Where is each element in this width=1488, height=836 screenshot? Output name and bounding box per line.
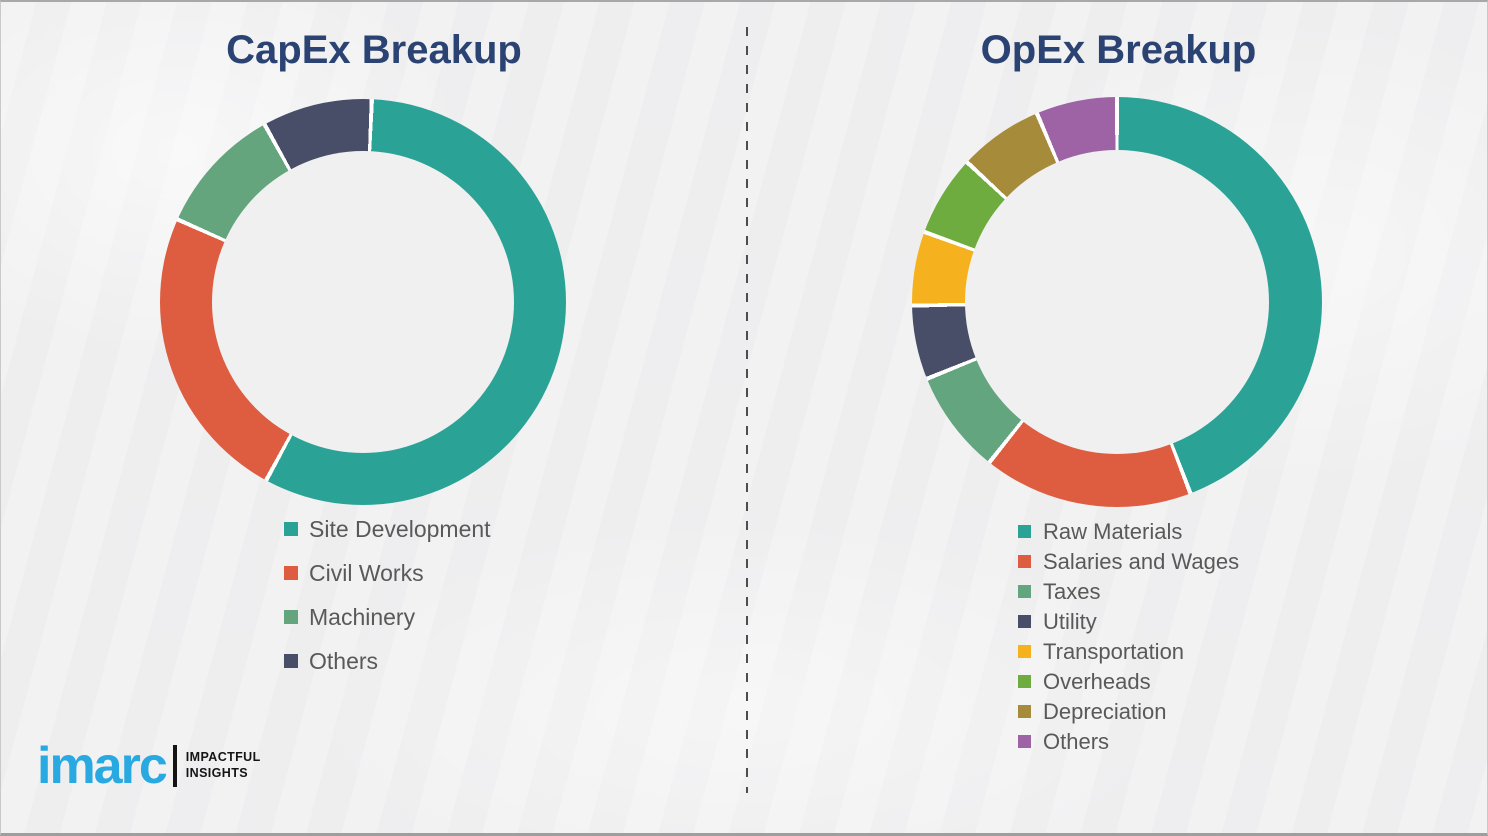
legend-item: Civil Works xyxy=(284,561,491,585)
legend-color-swatch xyxy=(284,566,298,580)
legend-item-label: Civil Works xyxy=(309,560,424,586)
legend-item-label: Salaries and Wages xyxy=(1043,549,1240,574)
legend-item: Utility xyxy=(1018,610,1239,633)
capex-title: CapEx Breakup xyxy=(226,28,522,72)
legend-item: Salaries and Wages xyxy=(1018,550,1239,573)
legend-item: Raw Materials xyxy=(1018,520,1239,543)
legend-item-label: Utility xyxy=(1043,609,1097,634)
legend-item: Machinery xyxy=(284,605,491,629)
imarc-logo: imarc IMPACTFUL INSIGHTS xyxy=(37,740,261,792)
legend-color-swatch xyxy=(1018,705,1031,718)
imarc-tagline-line1: IMPACTFUL xyxy=(185,750,261,765)
opex-donut-hole xyxy=(965,150,1269,454)
capex-panel: CapEx Breakup Site Development Civil Work… xyxy=(1,2,747,833)
legend-item-label: Others xyxy=(1043,729,1110,754)
legend-item-label: Depreciation xyxy=(1043,699,1167,724)
legend-item-label: Site Development xyxy=(309,516,491,542)
capex-donut-chart xyxy=(160,99,566,505)
legend-item-label: Raw Materials xyxy=(1043,519,1183,544)
legend-item-label: Transportation xyxy=(1043,639,1185,664)
imarc-tagline-line2: INSIGHTS xyxy=(185,766,248,780)
legend-color-swatch xyxy=(1018,555,1031,568)
opex-donut-chart xyxy=(912,97,1322,507)
legend-item-label: Machinery xyxy=(309,604,416,630)
capex-donut-hole xyxy=(212,151,514,453)
legend-color-swatch xyxy=(1018,735,1031,748)
legend-color-swatch xyxy=(284,654,298,668)
legend-item: Others xyxy=(284,649,491,673)
legend-item: Depreciation xyxy=(1018,700,1239,723)
dashed-divider-line xyxy=(746,27,748,793)
legend-color-swatch xyxy=(1018,675,1031,688)
legend-item: Taxes xyxy=(1018,580,1239,603)
opex-title: OpEx Breakup xyxy=(980,28,1257,72)
legend-color-swatch xyxy=(1018,615,1031,628)
legend-item-label: Others xyxy=(309,648,379,674)
legend-color-swatch xyxy=(284,522,298,536)
legend-item-label: Overheads xyxy=(1043,669,1151,694)
opex-legend: Raw Materials Salaries and Wages Taxes Util… xyxy=(1018,520,1239,760)
legend-color-swatch xyxy=(1018,645,1031,658)
capex-legend: Site Development Civil Works Machinery Othe… xyxy=(284,517,491,693)
imarc-tagline: IMPACTFUL INSIGHTS xyxy=(186,750,261,781)
legend-item: Others xyxy=(1018,730,1239,753)
logo-separator-bar xyxy=(172,745,177,787)
legend-color-swatch xyxy=(1018,525,1031,538)
legend-color-swatch xyxy=(284,610,298,624)
legend-color-swatch xyxy=(1018,585,1031,598)
legend-item: Site Development xyxy=(284,517,491,541)
legend-item: Overheads xyxy=(1018,670,1239,693)
legend-item: Transportation xyxy=(1018,640,1239,663)
imarc-wordmark: imarc xyxy=(37,737,168,795)
legend-item-label: Taxes xyxy=(1043,579,1101,604)
opex-panel: OpEx Breakup Raw Materials Salaries and W… xyxy=(748,2,1487,833)
